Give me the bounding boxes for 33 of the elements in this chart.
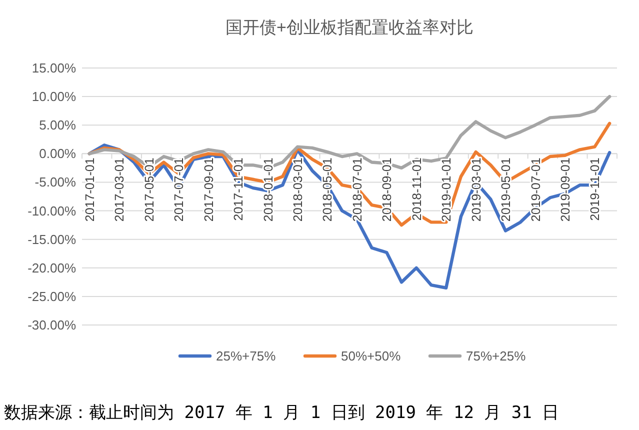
x-tick-label: 2019-03-01 <box>469 158 484 222</box>
x-tick-label: 2019-09-01 <box>558 158 572 222</box>
chart-title: 国开债+创业板指配置收益率对比 <box>226 18 474 37</box>
y-tick-label: -10.00% <box>28 203 76 218</box>
legend-label: 75%+25% <box>466 348 526 364</box>
y-tick-label: 0.00% <box>39 146 76 162</box>
x-tick-label: 2017-03-01 <box>112 158 127 222</box>
x-tick-label: 2018-01-01 <box>261 158 276 222</box>
x-tick-label: 2017-07-01 <box>172 158 186 222</box>
y-tick-label: -15.00% <box>28 232 76 247</box>
x-tick-label: 2017-05-01 <box>142 158 156 222</box>
y-tick-label: -20.00% <box>28 260 76 276</box>
x-tick-label: 2017-11-01 <box>232 158 246 221</box>
legend-label: 25%+75% <box>216 348 276 364</box>
y-tick-label: 5.00% <box>39 118 76 133</box>
x-tick-label: 2018-09-01 <box>380 158 394 222</box>
x-tick-label: 2017-01-01 <box>82 158 97 222</box>
x-tick-label: 2019-01-01 <box>440 158 454 222</box>
y-tick-label: -25.00% <box>28 288 76 304</box>
x-tick-label: 2018-11-01 <box>410 158 424 221</box>
x-tick-label: 2018-07-01 <box>350 158 364 222</box>
y-tick-label: -5.00% <box>34 174 76 190</box>
x-tick-label: 2019-11-01 <box>588 158 602 221</box>
x-tick-label: 2018-03-01 <box>290 158 305 222</box>
y-tick-label: -30.00% <box>28 318 76 332</box>
x-tick-label: 2017-09-01 <box>202 158 216 222</box>
y-tick-label: 15.00% <box>32 60 76 76</box>
y-tick-label: 10.00% <box>32 89 76 104</box>
legend-label: 50%+50% <box>341 348 402 364</box>
x-tick-label: 2019-05-01 <box>499 158 514 222</box>
source-note: 数据来源：截止时间为 2017 年 1 月 1 日到 2019 年 12 月 31 日 <box>4 403 560 423</box>
x-tick-label: 2019-07-01 <box>528 158 543 222</box>
x-tick-label: 2018-05-01 <box>320 158 335 222</box>
